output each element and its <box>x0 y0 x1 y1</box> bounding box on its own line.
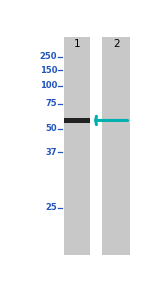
Text: 1: 1 <box>74 39 80 49</box>
Bar <box>102 38 130 255</box>
Text: 100: 100 <box>40 81 57 91</box>
Bar <box>63 118 90 123</box>
Text: 50: 50 <box>45 124 57 133</box>
Text: 150: 150 <box>40 66 57 75</box>
Text: 37: 37 <box>46 148 57 157</box>
Text: 75: 75 <box>45 99 57 108</box>
Text: 2: 2 <box>113 39 120 49</box>
Text: 25: 25 <box>45 203 57 212</box>
Bar <box>63 38 90 255</box>
Text: 250: 250 <box>40 52 57 61</box>
